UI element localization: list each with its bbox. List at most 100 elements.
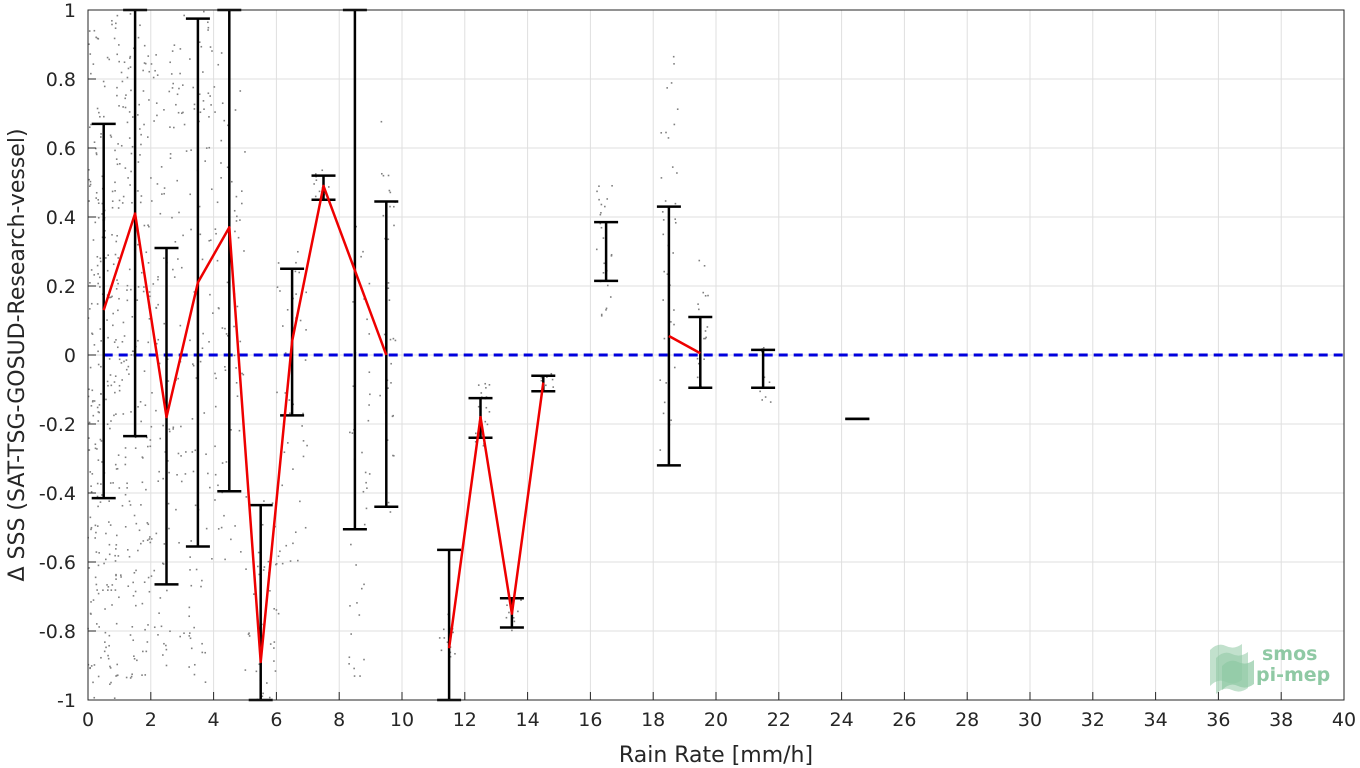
scatter-point [359,675,361,677]
scatter-point [762,346,765,349]
scatter-point [171,50,174,52]
scatter-point [88,449,91,451]
scatter-point [207,21,209,24]
scatter-point [100,440,103,442]
scatter-point [125,94,127,96]
scatter-point [140,271,143,274]
scatter-point [214,445,216,448]
scatter-point [109,482,112,484]
scatter-point [697,362,700,365]
scatter-point [227,124,229,127]
scatter-point [90,665,93,667]
scatter-point [167,502,170,505]
scatter-point [89,366,92,369]
scatter-point [321,169,324,172]
scatter-point [486,423,489,426]
scatter-point [233,325,235,328]
scatter-point [238,429,241,432]
scatter-point [103,562,105,565]
scatter-point [101,461,103,463]
scatter-point [663,401,666,404]
scatter-point [169,126,171,128]
scatter-point [100,483,102,485]
scatter-point [368,473,371,475]
scatter-point [389,191,392,194]
scatter-point [105,558,107,561]
scatter-point [360,587,363,590]
scatter-point [298,271,301,274]
mean-line-segment [668,334,701,355]
scatter-point [137,36,140,39]
scatter-point [242,373,245,376]
scatter-point [513,620,516,623]
scatter-point [289,412,291,415]
scatter-point [243,250,245,252]
scatter-point [348,656,351,659]
scatter-point [198,205,201,208]
scatter-point [113,414,115,417]
scatter-point [158,470,160,473]
x-tick-label: 2 [145,709,157,731]
scatter-point [214,499,216,501]
scatter-point [122,413,125,415]
scatter-point [143,224,146,227]
x-tick-label: 22 [767,709,791,731]
scatter-point [107,254,110,256]
scatter-point [100,136,102,138]
scatter-point [107,585,110,588]
scatter-point [126,549,129,551]
scatter-point [143,370,146,372]
scatter-point [368,333,371,335]
scatter-point [121,504,124,507]
scatter-point [390,362,392,365]
scatter-point [147,262,150,264]
scatter-point [209,486,211,489]
scatter-point [118,384,121,387]
scatter-point [220,139,223,142]
scatter-point [670,419,672,422]
scatter-point [97,505,99,508]
x-tick-label: 30 [1018,709,1042,731]
scatter-point [302,412,304,415]
scatter-point [113,381,116,383]
scatter-point [132,350,135,353]
scatter-point [115,22,117,25]
scatter-point [115,578,117,580]
error-bar [437,548,462,702]
scatter-point [602,237,605,239]
scatter-point [124,447,127,449]
scatter-point [292,542,294,545]
scatter-point [189,339,191,342]
scatter-point [96,495,99,498]
scatter-point [123,335,126,337]
scatter-point [97,363,100,366]
scatter-point [111,206,114,209]
scatter-point [605,307,608,310]
scatter-point [114,27,117,30]
scatter-point [116,663,119,666]
scatter-point [387,238,390,241]
scatter-point [107,336,109,339]
scatter-point [185,150,188,152]
scatter-point [150,425,153,428]
scatter-point [239,340,242,343]
scatter-point [195,377,198,379]
scatter-point [192,470,195,473]
scatter-point [179,324,182,327]
scatter-point [127,585,130,588]
scatter-point [152,283,155,285]
scatter-point [696,357,699,360]
scatter-point [115,413,117,415]
mean-line [102,184,701,664]
scatter-point [95,623,98,625]
scatter-point [273,607,275,610]
scatter-point [600,211,602,214]
scatter-point [179,48,182,50]
scatter-point [184,473,187,475]
scatter-point [142,540,145,542]
scatter-point [258,663,261,666]
scatter-point [488,411,491,413]
scatter-point [110,589,113,591]
scatter-point [190,228,192,231]
scatter-point [506,604,508,607]
